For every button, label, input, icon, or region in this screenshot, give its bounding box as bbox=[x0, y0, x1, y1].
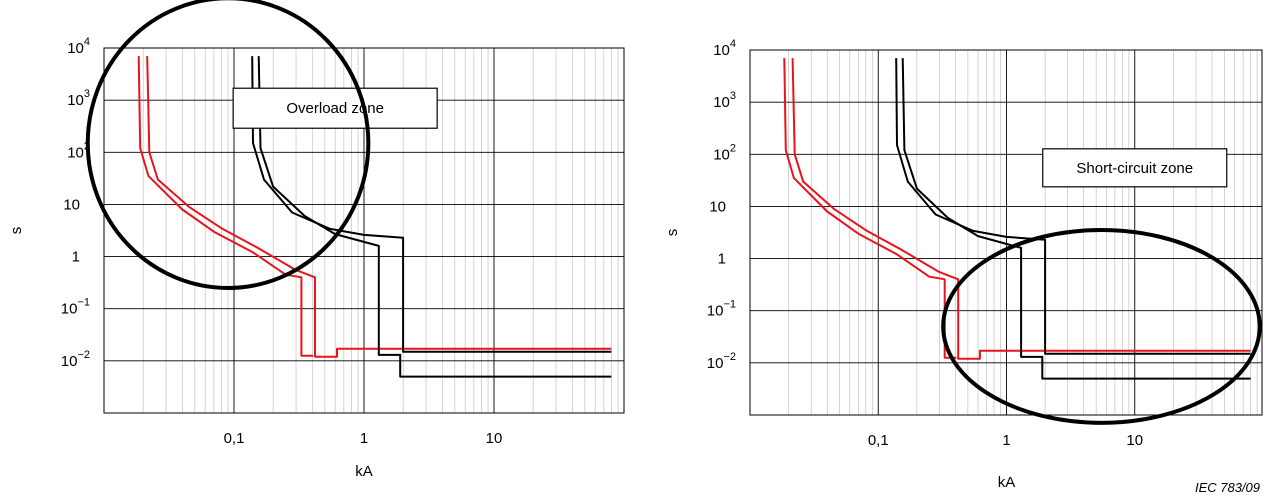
y-tick-label: 103 bbox=[713, 90, 736, 111]
series-line-black-4 bbox=[251, 56, 612, 353]
y-tick-label: 1 bbox=[72, 249, 80, 266]
zone-highlight-ellipse bbox=[941, 227, 1262, 425]
y-tick-label: 104 bbox=[67, 36, 90, 57]
y-tick-label: 104 bbox=[713, 38, 736, 59]
y-tick-label: 103 bbox=[67, 88, 90, 109]
x-tick-label: 1 bbox=[360, 430, 368, 447]
plot-frame bbox=[749, 49, 1263, 416]
y-tick-label: 102 bbox=[713, 142, 736, 163]
x-tick-label: 1 bbox=[1002, 432, 1010, 449]
y-tick-label: 10−2 bbox=[707, 351, 736, 372]
y-tick-label: 10 bbox=[709, 198, 726, 215]
y-tick-label: 10−2 bbox=[61, 349, 90, 370]
series-line-red-2 bbox=[783, 58, 957, 359]
grid bbox=[750, 50, 1262, 415]
plot-frame bbox=[103, 47, 625, 414]
series-line-black-3 bbox=[901, 58, 1251, 380]
x-axis-title: kA bbox=[355, 463, 373, 480]
series-line-red-1 bbox=[146, 56, 612, 358]
zone-label: Short-circuit zone bbox=[1076, 160, 1193, 177]
x-tick-label: 10 bbox=[1126, 432, 1143, 449]
zone-highlight-ellipse bbox=[85, 0, 371, 290]
y-tick-label: 10−1 bbox=[707, 299, 736, 320]
y-axis-title: s bbox=[8, 227, 25, 235]
series-line-red-2 bbox=[137, 56, 314, 357]
zone-label-box bbox=[1042, 148, 1228, 188]
x-tick-label: 0,1 bbox=[868, 432, 889, 449]
series-line-red-1 bbox=[791, 58, 1251, 360]
y-tick-label: 10−1 bbox=[61, 297, 90, 318]
series-line-black-4 bbox=[895, 58, 1251, 355]
y-axis-title: s bbox=[664, 229, 681, 237]
y-tick-label: 1 bbox=[718, 251, 726, 268]
zone-label-box bbox=[232, 87, 438, 129]
zone-label: Overload zone bbox=[286, 100, 384, 117]
x-tick-label: 10 bbox=[486, 430, 503, 447]
x-tick-label: 0,1 bbox=[224, 430, 245, 447]
footer-ref: IEC 783/09 bbox=[1195, 480, 1260, 495]
x-axis-title: kA bbox=[998, 474, 1016, 491]
y-tick-label: 10 bbox=[63, 196, 80, 213]
series-line-black-3 bbox=[257, 56, 612, 378]
